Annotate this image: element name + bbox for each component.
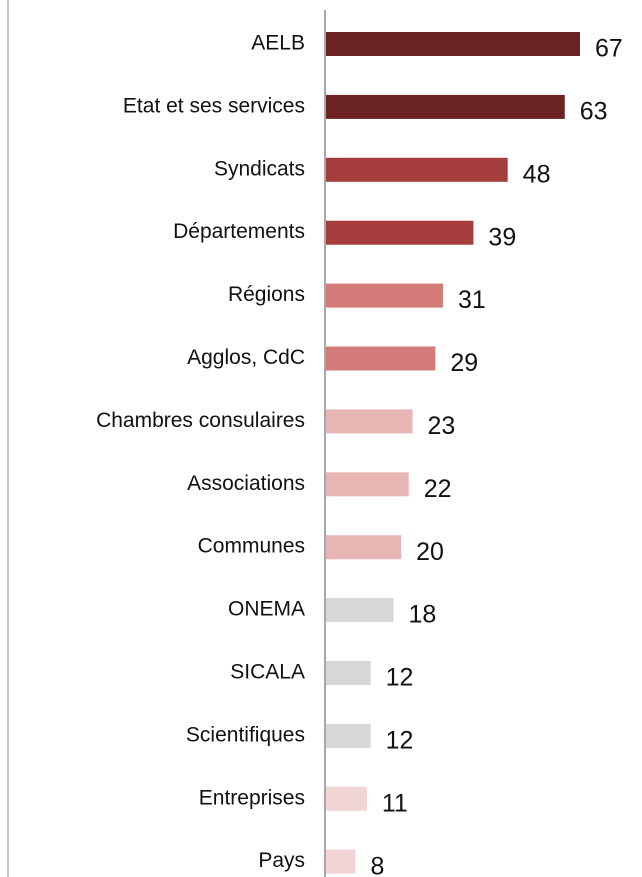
- category-label: Syndicats: [214, 157, 305, 180]
- category-label: Pays: [258, 849, 305, 872]
- category-label: Associations: [187, 472, 305, 495]
- category-label: Agglos, CdC: [187, 346, 305, 369]
- value-label: 67: [595, 35, 623, 63]
- category-label: ONEMA: [228, 598, 305, 621]
- value-label: 11: [382, 789, 408, 817]
- bar: [326, 472, 409, 497]
- value-label: 22: [424, 475, 452, 503]
- bar: [326, 661, 371, 685]
- category-label: Etat et ses services: [123, 94, 305, 117]
- bar: [326, 157, 508, 182]
- category-label: AELB: [251, 32, 305, 55]
- category-label: Régions: [228, 283, 305, 306]
- value-label: 23: [428, 412, 456, 440]
- value-label: 20: [416, 538, 444, 566]
- bar: [326, 94, 565, 119]
- bar: [326, 346, 436, 371]
- value-label: 18: [409, 601, 437, 629]
- category-label: Scientifiques: [186, 723, 305, 746]
- category-label: SICALA: [230, 661, 305, 684]
- value-label: 12: [386, 664, 414, 692]
- bar: [326, 598, 394, 623]
- bar: [326, 283, 443, 308]
- value-label: 31: [458, 286, 486, 314]
- bar: [326, 220, 474, 245]
- bar: [326, 723, 371, 748]
- bar: [326, 849, 356, 874]
- category-label: Communes: [198, 535, 305, 558]
- bar: [326, 786, 367, 811]
- category-label: Départements: [173, 220, 305, 243]
- value-label: 8: [370, 852, 384, 877]
- bar: [326, 409, 413, 434]
- value-label: 39: [488, 223, 516, 251]
- category-label: Chambres consulaires: [96, 409, 305, 432]
- bar: [326, 32, 580, 56]
- value-label: 12: [386, 727, 414, 755]
- bar: [326, 535, 402, 560]
- value-label: 48: [523, 160, 551, 188]
- value-label: 29: [450, 349, 478, 377]
- category-label: Entreprises: [199, 786, 305, 809]
- value-label: 63: [580, 98, 608, 126]
